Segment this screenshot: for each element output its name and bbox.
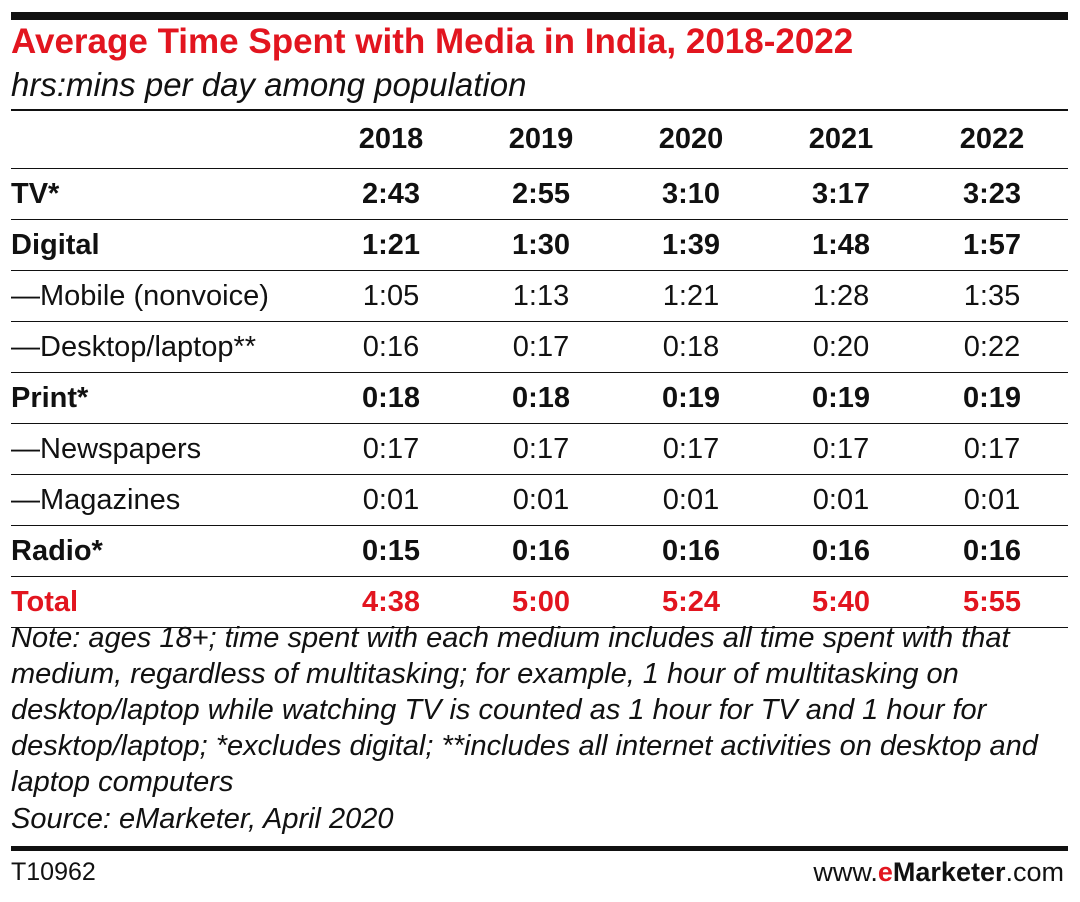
row-label: —Newspapers [11, 423, 316, 475]
table-cell: 0:18 [616, 321, 766, 373]
table-cell: 0:17 [316, 423, 466, 475]
brand-prefix: www. [813, 857, 878, 887]
table-cell: 5:55 [916, 576, 1068, 628]
row-label: Total [11, 576, 316, 628]
table-cell: 0:17 [466, 423, 616, 475]
row-label: —Mobile (nonvoice) [11, 270, 316, 322]
table-cell: 3:17 [766, 168, 916, 220]
row-label: TV* [11, 168, 316, 220]
table-note: Note: ages 18+; time spent with each med… [11, 622, 1038, 798]
header-blank [11, 109, 316, 169]
row-label: Print* [11, 372, 316, 424]
table-cell: 1:13 [466, 270, 616, 322]
data-table: 2018 2019 2020 2021 2022 TV* 2:43 2:55 3… [11, 109, 1068, 628]
top-rule [11, 12, 1068, 20]
table-header-row: 2018 2019 2020 2021 2022 [11, 109, 1068, 169]
table-cell: 1:21 [616, 270, 766, 322]
table-cell: 1:21 [316, 219, 466, 271]
table-cell: 2:55 [466, 168, 616, 220]
table-cell: 5:24 [616, 576, 766, 628]
table-cell: 4:38 [316, 576, 466, 628]
table-cell: 1:28 [766, 270, 916, 322]
table-cell: 0:16 [466, 525, 616, 577]
table-cell: 1:48 [766, 219, 916, 271]
table-row-desktop-laptop: —Desktop/laptop** 0:16 0:17 0:18 0:20 0:… [11, 321, 1068, 373]
table-cell: 0:17 [916, 423, 1068, 475]
table-cell: 0:19 [766, 372, 916, 424]
table-cell: 0:18 [316, 372, 466, 424]
table-cell: 0:18 [466, 372, 616, 424]
table-cell: 0:01 [916, 474, 1068, 526]
table-row-tv: TV* 2:43 2:55 3:10 3:17 3:23 [11, 168, 1068, 220]
table-cell: 0:01 [316, 474, 466, 526]
table-cell: 3:23 [916, 168, 1068, 220]
table-cell: 0:16 [316, 321, 466, 373]
table-cell: 0:22 [916, 321, 1068, 373]
table-cell: 0:01 [466, 474, 616, 526]
table-row-print: Print* 0:18 0:18 0:19 0:19 0:19 [11, 372, 1068, 424]
table-cell: 0:17 [616, 423, 766, 475]
chart-subtitle: hrs:mins per day among population [11, 66, 527, 103]
table-cell: 1:57 [916, 219, 1068, 271]
table-cell: 0:19 [616, 372, 766, 424]
table-cell: 0:16 [616, 525, 766, 577]
row-label: Radio* [11, 525, 316, 577]
table-row-digital: Digital 1:21 1:30 1:39 1:48 1:57 [11, 219, 1068, 271]
table-row-magazines: —Magazines 0:01 0:01 0:01 0:01 0:01 [11, 474, 1068, 526]
brand-name: Marketer [892, 857, 1006, 887]
column-header: 2022 [916, 109, 1068, 169]
table-cell: 1:05 [316, 270, 466, 322]
brand-url: www.eMarketer.com [813, 855, 1064, 889]
column-header: 2019 [466, 109, 616, 169]
table-cell: 0:16 [916, 525, 1068, 577]
table-cell: 5:00 [466, 576, 616, 628]
table-cell: 0:15 [316, 525, 466, 577]
table-cell: 0:19 [916, 372, 1068, 424]
row-label: Digital [11, 219, 316, 271]
table-source: Source: eMarketer, April 2020 [11, 803, 394, 835]
table-cell: 0:16 [766, 525, 916, 577]
table-cell: 0:01 [616, 474, 766, 526]
table-cell: 1:35 [916, 270, 1068, 322]
table-cell: 0:17 [766, 423, 916, 475]
brand-suffix: .com [1005, 857, 1064, 887]
table-cell: 3:10 [616, 168, 766, 220]
table-row-total: Total 4:38 5:00 5:24 5:40 5:55 [11, 576, 1068, 628]
column-header: 2021 [766, 109, 916, 169]
column-header: 2018 [316, 109, 466, 169]
table-cell: 0:17 [466, 321, 616, 373]
row-label: —Magazines [11, 474, 316, 526]
table-row-mobile: —Mobile (nonvoice) 1:05 1:13 1:21 1:28 1… [11, 270, 1068, 322]
data-table-wrap: 2018 2019 2020 2021 2022 TV* 2:43 2:55 3… [11, 109, 1068, 628]
table-cell: 1:39 [616, 219, 766, 271]
table-cell: 2:43 [316, 168, 466, 220]
column-header: 2020 [616, 109, 766, 169]
table-row-newspapers: —Newspapers 0:17 0:17 0:17 0:17 0:17 [11, 423, 1068, 475]
chart-title: Average Time Spent with Media in India, … [11, 22, 854, 61]
table-cell: 1:30 [466, 219, 616, 271]
bottom-rule [11, 846, 1068, 851]
brand-e: e [877, 857, 893, 887]
table-row-radio: Radio* 0:15 0:16 0:16 0:16 0:16 [11, 525, 1068, 577]
chart-code: T10962 [11, 858, 96, 886]
table-cell: 5:40 [766, 576, 916, 628]
table-cell: 0:01 [766, 474, 916, 526]
table-cell: 0:20 [766, 321, 916, 373]
row-label: —Desktop/laptop** [11, 321, 316, 373]
